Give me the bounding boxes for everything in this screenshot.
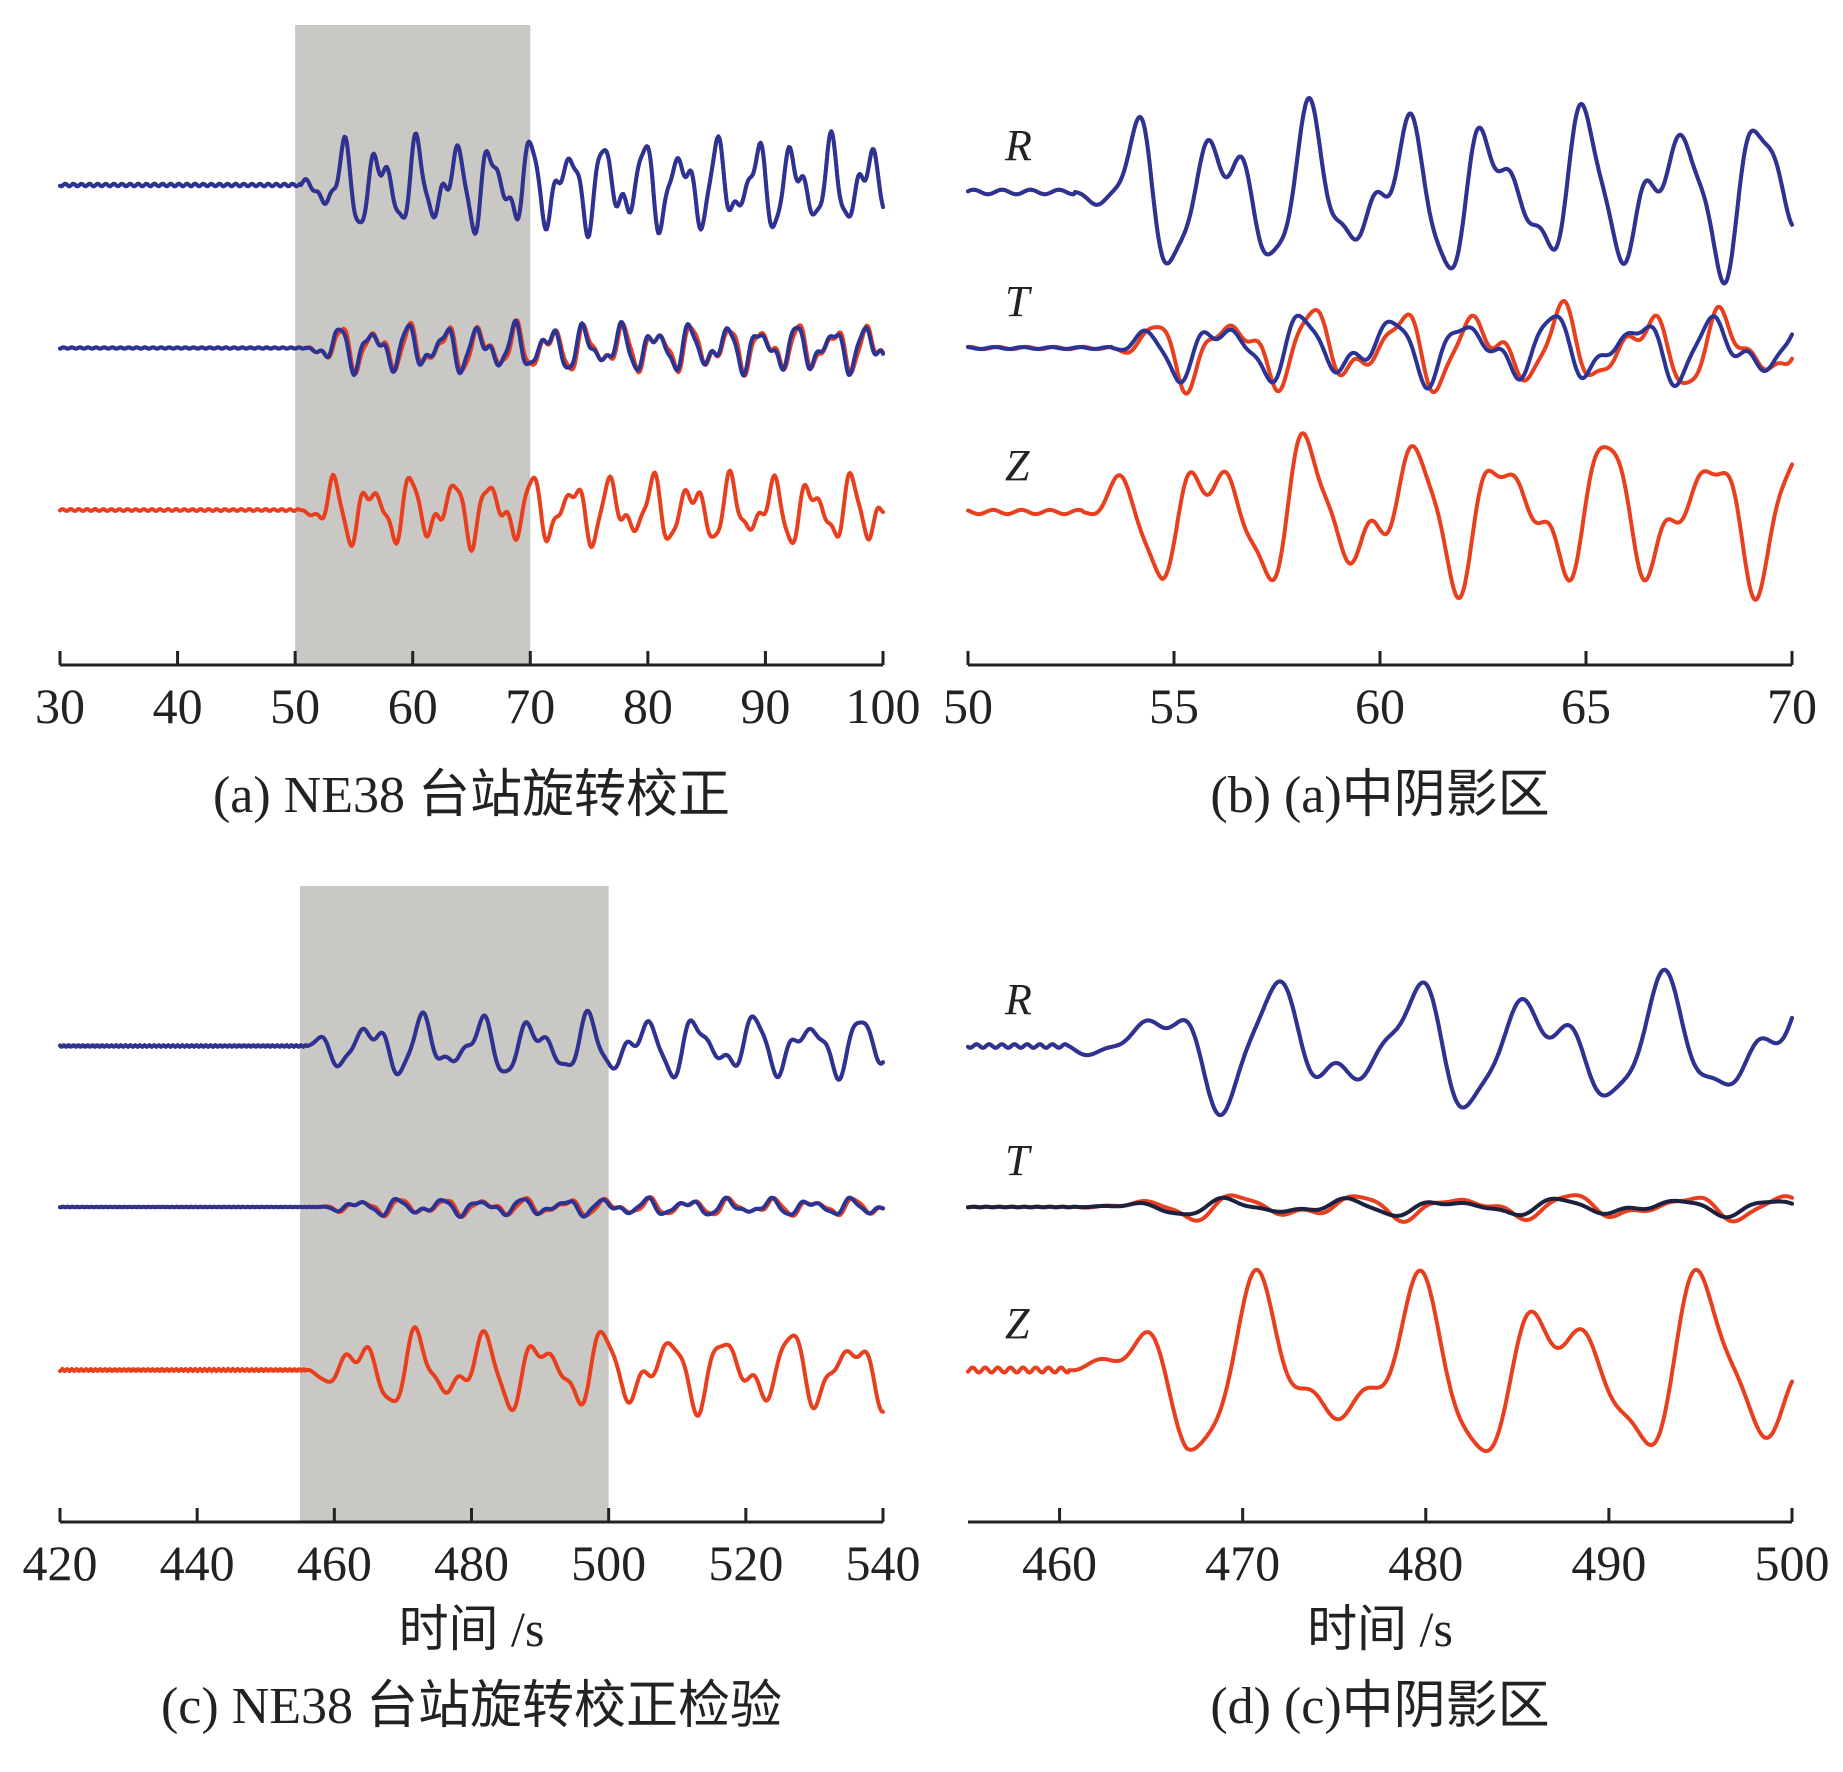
x-tick-label: 470 xyxy=(1205,1535,1280,1591)
x-tick-label: 500 xyxy=(1755,1535,1830,1591)
trace-T xyxy=(966,313,1794,391)
component-label-R: R xyxy=(1004,121,1032,170)
x-tick-label: 60 xyxy=(1355,678,1405,734)
trace-R-ref xyxy=(966,967,1794,1118)
x-tick-label: 80 xyxy=(623,678,673,734)
x-tick-label: 40 xyxy=(153,678,203,734)
trace-Z xyxy=(58,468,885,553)
x-tick-label: 520 xyxy=(708,1535,783,1591)
x-tick-label: 30 xyxy=(35,678,85,734)
panel-caption: (c) NE38 台站旋转校正检验 xyxy=(161,1678,782,1735)
x-axis-label: 时间 /s xyxy=(1307,1601,1453,1657)
panel-caption: (b) (a)中阴影区 xyxy=(1210,767,1549,824)
panel-caption: (a) NE38 台站旋转校正 xyxy=(213,767,730,824)
x-tick-label: 540 xyxy=(846,1535,921,1591)
trace-T xyxy=(58,1195,885,1219)
x-tick-label: 65 xyxy=(1561,678,1611,734)
x-tick-label: 460 xyxy=(1022,1535,1097,1591)
component-label-Z: Z xyxy=(1005,1299,1030,1348)
x-tick-label: 60 xyxy=(388,678,438,734)
trace-Z xyxy=(58,1325,885,1418)
component-label-Z: Z xyxy=(1005,441,1030,490)
trace-Z xyxy=(966,431,1794,602)
panel-c: 420 440 460 480 500 520 540 时间 /s (c) NE38 台站旋转校… xyxy=(23,886,921,1735)
x-tick-label: 420 xyxy=(23,1535,98,1591)
x-tick-label: 500 xyxy=(571,1535,646,1591)
x-tick-label: 490 xyxy=(1571,1535,1646,1591)
x-tick-label: 70 xyxy=(505,678,555,734)
x-tick-label: 480 xyxy=(434,1535,509,1591)
panel-d: 460 470 480 490 500 R T Z 时间 /s (d) (c)中阴影区 xyxy=(966,967,1830,1735)
x-tick-label: 50 xyxy=(943,678,993,734)
panel-caption: (d) (c)中阴影区 xyxy=(1210,1678,1549,1735)
x-tick-label: 90 xyxy=(740,678,790,734)
x-tick-label: 100 xyxy=(846,678,921,734)
x-tick-label: 70 xyxy=(1767,678,1817,734)
panel-b: 50 55 60 65 70 R T Z (b) (a)中阴影区 xyxy=(943,96,1817,824)
x-tick-label: 480 xyxy=(1388,1535,1463,1591)
trace-R xyxy=(58,1008,885,1082)
x-tick-label: 50 xyxy=(270,678,320,734)
trace-R xyxy=(966,967,1794,1118)
x-tick-label: 55 xyxy=(1149,678,1199,734)
trace-R xyxy=(58,129,885,240)
trace-Z xyxy=(966,1267,1794,1454)
component-label-T: T xyxy=(1005,1136,1033,1185)
x-tick-label: 440 xyxy=(160,1535,235,1591)
panel-a: 30 40 50 60 70 80 90 100 (a) NE38 台站旋转校正 xyxy=(35,25,921,824)
x-tick-label: 460 xyxy=(297,1535,372,1591)
component-label-R: R xyxy=(1004,975,1032,1024)
trace-T xyxy=(966,1195,1794,1220)
x-axis-label: 时间 /s xyxy=(399,1601,545,1657)
trace-T xyxy=(58,318,885,378)
component-label-T: T xyxy=(1005,277,1033,326)
trace-R xyxy=(966,96,1794,286)
